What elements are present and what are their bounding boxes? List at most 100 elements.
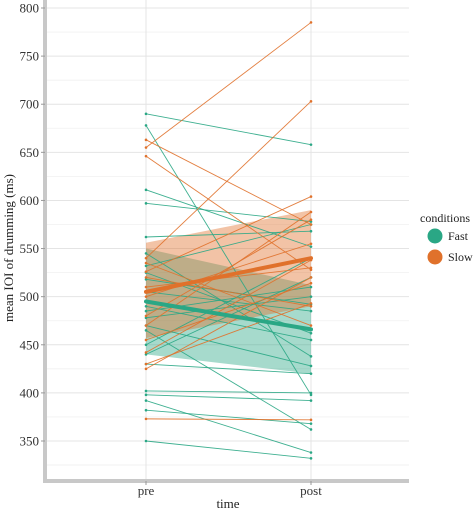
y-tick-labels: 350 400 450 500 550 600 650 700 750 800 — [20, 1, 45, 449]
y-tick-label: 450 — [20, 337, 40, 352]
subject-line-fast — [145, 296, 312, 319]
subject-point-fast — [144, 309, 148, 313]
subject-point-slow — [309, 266, 313, 270]
subject-point-slow — [144, 295, 148, 298]
y-tick-label: 700 — [20, 97, 40, 112]
subject-point-slow — [309, 276, 313, 279]
subject-point-fast — [309, 220, 313, 223]
subject-point-slow — [309, 100, 313, 103]
legend-label-slow: Slow — [448, 250, 473, 264]
x-tick-labels: pre post — [138, 481, 322, 498]
y-tick-label: 600 — [20, 193, 40, 208]
subject-point-slow — [144, 362, 148, 366]
subject-point-fast — [309, 229, 313, 233]
subject-point-fast — [144, 389, 148, 393]
subject-point-slow — [144, 270, 148, 273]
subject-point-fast — [144, 278, 148, 281]
subject-line-fast — [145, 363, 312, 375]
gridlines — [47, 0, 409, 479]
subject-line-slow — [145, 267, 312, 288]
subject-point-fast — [309, 391, 313, 395]
subject-point-fast — [144, 252, 148, 255]
subject-line-slow — [145, 418, 312, 421]
subject-point-fast — [309, 457, 313, 460]
axes — [43, 0, 409, 483]
mean-lines — [144, 256, 313, 332]
subject-point-slow — [144, 154, 148, 158]
subject-line-slow — [145, 22, 312, 148]
y-tick-label: 400 — [20, 385, 40, 400]
subject-point-slow — [309, 242, 313, 246]
subject-line-fast — [145, 390, 312, 394]
x-tick-label: pre — [138, 483, 155, 498]
subject-point-fast — [144, 399, 148, 402]
subject-point-fast — [309, 245, 313, 248]
subject-point-slow — [144, 276, 148, 279]
subject-point-fast — [144, 439, 148, 443]
subject-line-slow — [145, 277, 312, 370]
subject-lines — [144, 21, 313, 460]
subject-point-slow — [144, 367, 148, 371]
subject-point-slow — [144, 285, 148, 289]
subject-line-fast — [145, 409, 312, 425]
y-tick-label: 800 — [20, 1, 40, 16]
subject-point-fast — [309, 295, 313, 298]
subject-point-fast — [144, 188, 148, 192]
subject-line-slow — [145, 196, 312, 273]
subject-line-slow — [145, 276, 312, 307]
subject-point-fast — [309, 355, 313, 358]
subject-point-fast — [144, 124, 148, 127]
subject-point-slow — [144, 314, 148, 318]
subject-point-fast — [309, 331, 313, 335]
subject-point-fast — [144, 112, 148, 116]
mean-line-fast — [144, 299, 313, 332]
subject-line-fast — [145, 189, 312, 248]
y-tick-label: 550 — [20, 241, 40, 256]
y-tick-label: 500 — [20, 289, 40, 304]
subject-point-fast — [144, 304, 148, 308]
subject-point-fast — [309, 309, 313, 313]
subject-point-slow — [144, 146, 148, 149]
subject-line-fast — [145, 394, 312, 402]
subject-point-fast — [144, 408, 148, 412]
subject-point-fast — [309, 364, 313, 368]
subject-point-fast — [144, 202, 148, 205]
subject-point-slow — [309, 21, 313, 24]
y-tick-label: 750 — [20, 49, 40, 64]
subject-point-slow — [144, 338, 148, 342]
legend-key-slow — [427, 249, 443, 265]
subject-point-slow — [309, 418, 313, 422]
y-tick-label: 650 — [20, 145, 40, 160]
subject-line-fast — [145, 440, 312, 459]
subject-line-slow — [145, 259, 312, 353]
subject-line-slow — [145, 262, 312, 326]
subject-point-fast — [309, 143, 313, 146]
subject-point-slow — [309, 324, 313, 327]
subject-line-slow — [145, 219, 312, 317]
subject-line-fast — [145, 125, 312, 396]
subject-point-fast — [309, 372, 313, 375]
subject-point-fast — [144, 353, 148, 356]
subject-point-slow — [144, 256, 148, 260]
subject-line-slow — [145, 155, 312, 271]
subject-point-slow — [309, 304, 313, 308]
subject-point-fast — [309, 338, 313, 342]
subject-point-slow — [144, 261, 148, 265]
subject-point-slow — [309, 223, 313, 226]
subject-line-fast — [145, 252, 312, 357]
subject-point-fast — [309, 399, 313, 402]
subject-point-slow — [144, 324, 148, 327]
subject-point-fast — [309, 428, 313, 431]
subject-line-slow — [145, 139, 312, 225]
y-tick-label: 350 — [20, 434, 40, 449]
subject-point-slow — [144, 351, 148, 354]
subject-point-slow — [309, 195, 313, 198]
subject-point-fast — [144, 316, 148, 320]
subject-point-slow — [309, 210, 313, 214]
subject-point-fast — [144, 343, 148, 347]
subject-point-fast — [309, 393, 313, 397]
subject-point-slow — [309, 268, 313, 272]
subject-point-fast — [309, 451, 313, 454]
subject-line-fast — [145, 329, 312, 430]
